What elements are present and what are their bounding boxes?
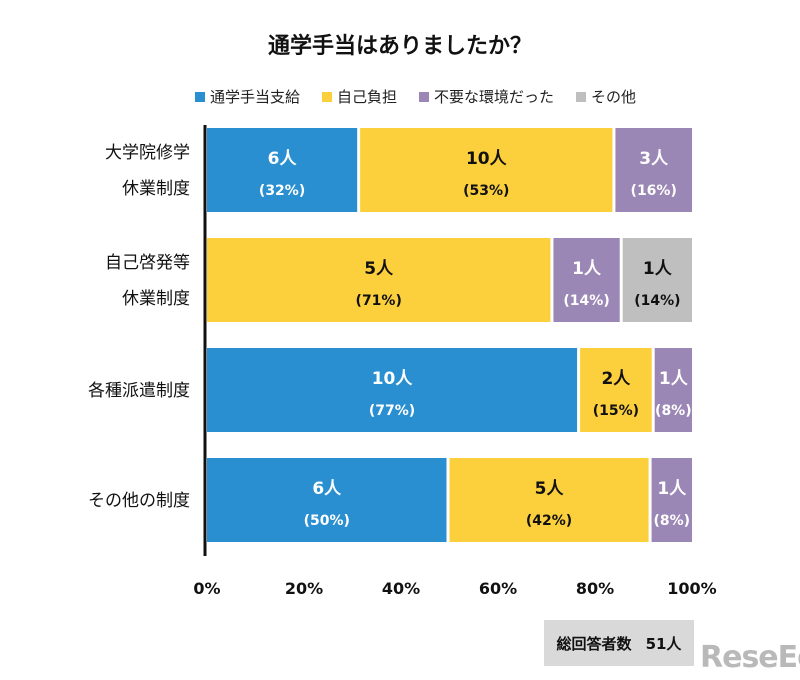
bar-segment [651, 458, 692, 542]
bar-segment [449, 458, 649, 542]
category-label: 自己啓発等 [105, 253, 190, 273]
data-label-count: 3人 [639, 149, 669, 169]
legend: 通学手当支給 自己負担 不要な環境だった その他 [195, 86, 636, 107]
x-tick-label: 40% [382, 579, 420, 598]
data-label-percent: (8%) [655, 403, 692, 419]
legend-swatch [419, 91, 430, 102]
resed-logo: ReseEd [700, 640, 800, 675]
data-label-count: 1人 [643, 259, 673, 279]
legend-swatch [322, 91, 333, 102]
bar-segment [207, 458, 447, 542]
x-tick-label: 20% [285, 579, 323, 598]
bar-segment [622, 238, 692, 322]
legend-item: 通学手当支給 [195, 86, 300, 107]
data-label-count: 6人 [312, 479, 342, 499]
data-label-percent: (8%) [654, 513, 691, 529]
x-tick-label: 100% [667, 579, 716, 598]
bar-segment [360, 128, 613, 212]
x-tick-label: 0% [193, 579, 220, 598]
data-label-percent: (53%) [463, 183, 509, 199]
data-label-count: 5人 [535, 479, 565, 499]
category-label: 休業制度 [122, 179, 190, 199]
bar-segment [553, 238, 620, 322]
data-label-count: 6人 [268, 149, 298, 169]
legend-label: 通学手当支給 [210, 88, 301, 106]
total-respondents-box: 総回答者数 51人 [544, 620, 694, 666]
x-tick-label: 80% [576, 579, 614, 598]
legend-item: 自己負担 [322, 86, 397, 107]
bar-segment [580, 348, 652, 432]
data-label-count: 10人 [372, 369, 414, 389]
data-label-percent: (15%) [593, 403, 639, 419]
category-label: 休業制度 [122, 289, 190, 309]
bar-segment [615, 128, 692, 212]
legend-swatch [576, 91, 587, 102]
data-label-count: 1人 [657, 479, 687, 499]
data-label-percent: (14%) [634, 293, 680, 309]
data-label-count: 5人 [364, 259, 394, 279]
data-label-count: 2人 [601, 369, 631, 389]
data-label-count: 10人 [466, 149, 508, 169]
category-label: 大学院修学 [105, 143, 190, 163]
bar-segment [207, 128, 358, 212]
data-label-percent: (14%) [563, 293, 609, 309]
total-value: 51人 [645, 634, 682, 653]
bar-segment [207, 238, 551, 322]
data-label-percent: (50%) [304, 513, 350, 529]
data-label-percent: (16%) [631, 183, 677, 199]
legend-label: 自己負担 [337, 88, 398, 106]
category-label: 各種派遣制度 [88, 381, 190, 401]
x-tick-label: 60% [479, 579, 517, 598]
category-label: その他の制度 [88, 491, 190, 511]
total-label: 総回答者数 [556, 634, 632, 653]
bar-segment [654, 348, 692, 432]
legend-item: その他 [576, 86, 636, 107]
legend-label: その他 [591, 88, 637, 106]
data-label-percent: (32%) [259, 183, 305, 199]
data-label-count: 1人 [572, 259, 602, 279]
data-label-percent: (42%) [526, 513, 572, 529]
data-label-count: 1人 [659, 369, 689, 389]
data-label-percent: (77%) [369, 403, 415, 419]
legend-swatch [195, 91, 205, 102]
legend-item: 不要な環境だった [419, 86, 554, 107]
data-label-percent: (71%) [356, 293, 402, 309]
chart-title: 通学手当はありましたか？ [267, 34, 532, 59]
bar-segment [207, 348, 578, 432]
legend-label: 不要な環境だった [434, 88, 555, 106]
